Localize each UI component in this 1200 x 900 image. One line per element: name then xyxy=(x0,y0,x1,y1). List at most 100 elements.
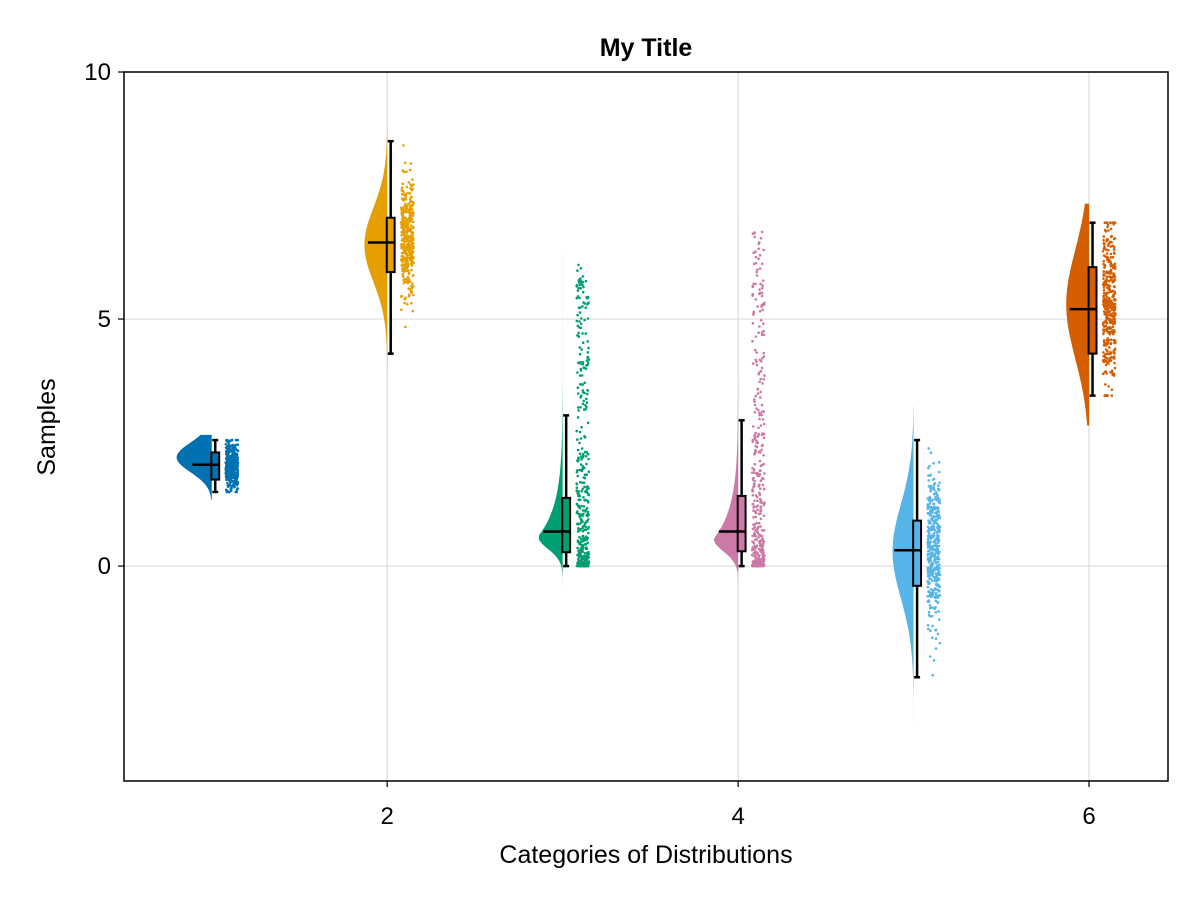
data-point xyxy=(587,501,590,504)
data-point xyxy=(586,421,590,425)
data-point xyxy=(762,329,765,333)
data-point xyxy=(408,200,412,204)
data-point xyxy=(576,289,580,292)
data-point xyxy=(1102,277,1105,280)
data-point xyxy=(577,494,580,498)
data-point xyxy=(759,512,762,515)
data-point xyxy=(1101,250,1105,253)
data-point xyxy=(934,610,938,614)
data-point xyxy=(1111,332,1115,336)
data-point xyxy=(759,377,762,381)
data-point xyxy=(752,551,756,555)
data-point xyxy=(1102,310,1106,313)
data-point xyxy=(1106,244,1110,247)
data-point xyxy=(1110,305,1113,309)
data-point xyxy=(754,255,758,259)
data-point xyxy=(581,526,584,530)
data-point xyxy=(582,290,585,294)
data-point xyxy=(754,282,757,286)
data-point xyxy=(759,509,762,513)
data-point xyxy=(575,486,579,490)
data-point xyxy=(408,293,411,297)
data-point xyxy=(753,563,757,567)
data-point xyxy=(759,282,762,286)
data-point xyxy=(759,479,763,483)
data-point xyxy=(582,512,585,516)
data-point xyxy=(937,544,941,548)
data-point xyxy=(405,231,409,235)
data-point xyxy=(585,535,588,538)
data-point xyxy=(935,578,939,582)
data-point xyxy=(936,564,939,568)
data-point xyxy=(756,387,760,391)
data-point xyxy=(234,443,237,447)
data-point xyxy=(926,542,930,546)
data-point xyxy=(759,369,763,373)
data-point xyxy=(761,279,765,283)
data-point xyxy=(753,479,756,483)
data-point xyxy=(412,293,415,297)
data-point xyxy=(927,549,930,553)
data-point xyxy=(228,439,232,443)
data-point xyxy=(1112,221,1115,224)
data-point xyxy=(401,272,405,276)
data-point xyxy=(762,436,766,440)
data-point xyxy=(754,538,757,541)
data-point xyxy=(935,510,938,514)
plot-frame xyxy=(123,71,1169,782)
y-axis-label: Samples xyxy=(33,378,61,475)
data-point xyxy=(754,250,757,253)
data-point xyxy=(402,144,405,147)
data-point xyxy=(928,655,932,658)
data-point xyxy=(929,566,932,569)
data-point xyxy=(409,218,413,222)
data-point xyxy=(931,527,935,531)
data-point xyxy=(926,529,930,533)
data-point xyxy=(933,519,937,523)
data-point xyxy=(584,306,587,310)
data-point xyxy=(934,495,937,499)
data-point xyxy=(1106,308,1109,312)
axis-ticks: 2 4 6 0 5 10 xyxy=(84,59,1095,830)
data-point xyxy=(1110,314,1114,318)
data-point xyxy=(581,540,584,543)
data-point xyxy=(402,264,406,267)
data-point xyxy=(585,450,588,454)
data-point xyxy=(930,636,934,640)
data-point xyxy=(934,628,937,632)
data-point xyxy=(224,443,228,446)
data-point xyxy=(760,291,764,295)
data-point xyxy=(1109,338,1113,342)
data-point xyxy=(1112,266,1115,270)
data-point xyxy=(400,308,403,312)
data-point xyxy=(581,363,585,366)
data-point xyxy=(1110,235,1113,238)
data-point xyxy=(405,229,409,232)
data-point xyxy=(401,254,404,258)
data-point xyxy=(231,446,234,450)
data-point xyxy=(229,463,233,467)
data-point xyxy=(578,535,581,539)
data-point xyxy=(1103,341,1107,345)
data-point xyxy=(1109,227,1113,231)
data-point xyxy=(224,461,228,465)
data-point xyxy=(586,485,589,489)
data-point xyxy=(583,537,587,540)
data-point xyxy=(1104,230,1108,233)
data-point xyxy=(938,550,941,554)
data-point xyxy=(936,525,939,529)
data-point xyxy=(934,637,938,640)
data-point xyxy=(235,466,239,470)
data-point xyxy=(930,553,934,556)
data-point xyxy=(404,280,407,284)
data-point xyxy=(578,311,582,314)
data-point xyxy=(584,454,588,458)
data-point xyxy=(581,389,585,392)
data-point xyxy=(751,478,755,481)
data-point xyxy=(757,426,760,430)
data-point xyxy=(587,518,590,521)
data-point xyxy=(582,454,585,457)
data-point xyxy=(226,448,229,451)
data-point xyxy=(927,447,930,450)
